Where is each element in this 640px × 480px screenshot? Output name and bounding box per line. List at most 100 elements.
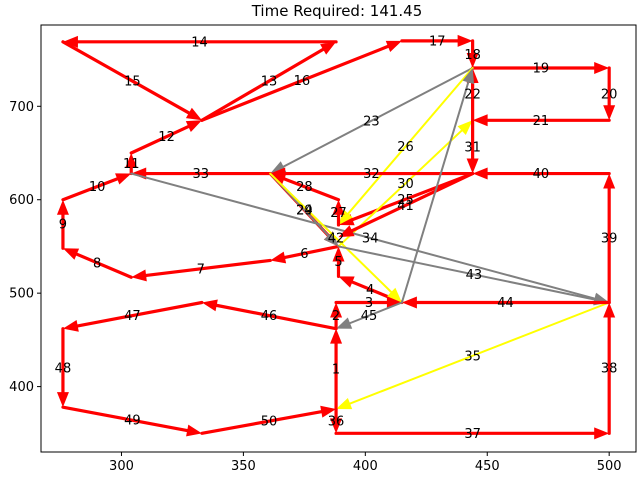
- y-tick-label: 700: [9, 100, 34, 115]
- edge-label: 22: [464, 88, 481, 103]
- edge-line: [200, 47, 325, 122]
- edge-arrowhead: [457, 34, 473, 47]
- edge-line: [200, 410, 323, 435]
- edge-label: 4: [366, 283, 374, 298]
- y-axis: 400 500 600 700: [9, 100, 41, 395]
- edge-label: 36: [328, 415, 345, 430]
- edge-label: 21: [533, 114, 550, 129]
- edge-label: 16: [294, 74, 311, 89]
- chart-title: Time Required: 141.45: [251, 2, 423, 20]
- edge-line: [349, 301, 403, 325]
- edge-arrowhead: [462, 67, 475, 85]
- edge-line: [283, 244, 341, 260]
- edge-arrowhead: [115, 173, 132, 185]
- edge-arrowhead: [62, 35, 78, 48]
- edge-label: 3: [365, 296, 373, 311]
- edge-label: 11: [123, 157, 140, 172]
- edge-label: 18: [464, 48, 481, 63]
- edge-label: 1: [332, 362, 340, 377]
- edge-arrowhead: [338, 276, 355, 288]
- edge-label: 48: [55, 361, 72, 376]
- edge-arrowhead: [323, 231, 339, 247]
- edge-line: [282, 66, 474, 168]
- edge-label: 20: [601, 88, 618, 103]
- edge-arrowhead: [330, 302, 343, 318]
- edge-arrowhead: [185, 107, 202, 121]
- plot-frame: [40, 24, 637, 453]
- edge-line: [350, 280, 404, 305]
- edge-arrowhead: [336, 397, 353, 410]
- edge-arrowhead: [270, 251, 287, 264]
- edge-label: 14: [191, 35, 208, 50]
- edge-label: 33: [192, 167, 209, 182]
- edge-arrowhead: [201, 299, 218, 312]
- edge-label: 47: [124, 309, 141, 324]
- edge-label: 45: [361, 309, 378, 324]
- edge-line: [61, 177, 119, 202]
- edge-label: 34: [362, 232, 379, 247]
- edge-label: 38: [601, 361, 618, 376]
- edge-label: 27: [330, 206, 347, 221]
- edge-line: [129, 125, 190, 155]
- edge-line: [282, 177, 341, 202]
- edge-label: 19: [533, 61, 550, 76]
- edge-label: 13: [261, 75, 278, 90]
- edge-arrowhead: [125, 153, 138, 169]
- edge-label: 9: [59, 218, 67, 233]
- edge-arrowhead: [332, 199, 345, 215]
- edge-arrowhead: [472, 167, 488, 180]
- edge-arrowhead: [466, 158, 479, 174]
- edge-arrowhead: [330, 418, 343, 434]
- edge-label: 43: [466, 268, 483, 283]
- edge-label: 46: [261, 309, 278, 324]
- y-tick-label: 500: [9, 287, 34, 302]
- edge-line: [130, 172, 596, 300]
- edge-arrowhead: [457, 120, 473, 135]
- edge-arrowhead: [56, 199, 69, 215]
- edge-arrowhead: [270, 167, 286, 180]
- edge-label: 44: [497, 296, 514, 311]
- edge-label: 37: [464, 427, 481, 442]
- y-tick-label: 600: [9, 193, 34, 208]
- edge-line: [215, 303, 338, 331]
- edge-label: 32: [363, 167, 380, 182]
- x-tick-label: 350: [231, 459, 256, 474]
- edge-line: [400, 81, 470, 304]
- edge-line: [349, 301, 611, 405]
- edge-label: 28: [296, 180, 313, 195]
- edge-label: 6: [300, 247, 308, 262]
- edge-arrowhead: [385, 40, 402, 52]
- edge-label: 25: [397, 193, 414, 208]
- edge-group: [56, 34, 616, 440]
- edge-arrowhead: [401, 296, 417, 309]
- x-tick-label: 400: [353, 459, 378, 474]
- edge-arrowhead: [186, 424, 202, 437]
- edge-line: [347, 66, 474, 215]
- edge-label: 10: [89, 180, 106, 195]
- edge-line: [200, 44, 390, 122]
- edge-label: 7: [197, 262, 205, 277]
- edge-label: 50: [261, 415, 278, 430]
- edge-arrowhead: [62, 248, 80, 260]
- edge-label: 23: [363, 114, 380, 129]
- edge-arrowhead: [386, 287, 402, 303]
- edge-arrowhead: [594, 61, 610, 74]
- y-tick-label: 400: [9, 380, 34, 395]
- edge-arrowhead: [330, 328, 343, 344]
- edge-label: 41: [397, 199, 414, 214]
- edge-line: [61, 40, 191, 115]
- edge-line: [269, 172, 393, 294]
- edge-label: 26: [397, 140, 414, 155]
- edge-arrowhead: [603, 105, 616, 121]
- edge-arrowhead: [332, 246, 345, 262]
- edge-arrowhead: [603, 173, 616, 189]
- edge-arrowhead: [466, 52, 479, 68]
- edge-label: 49: [124, 414, 141, 429]
- edge-arrowhead: [338, 209, 353, 225]
- edge-arrowhead: [131, 269, 147, 282]
- x-tick-label: 500: [597, 459, 622, 474]
- x-tick-label: 300: [109, 459, 134, 474]
- edge-line: [350, 171, 475, 233]
